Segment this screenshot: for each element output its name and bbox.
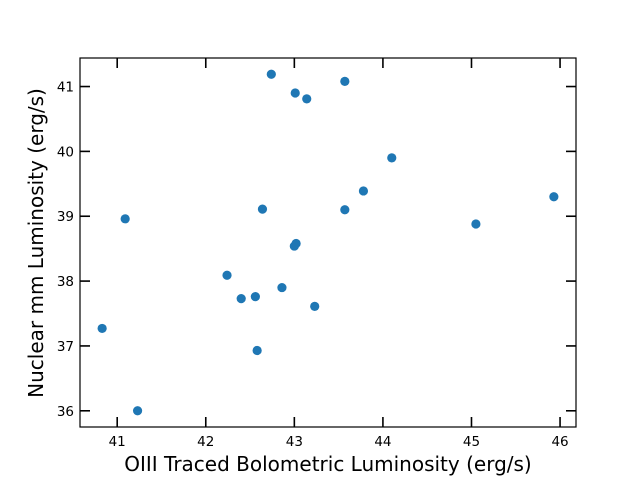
scatter-point [358,186,369,196]
scatter-point [291,238,301,249]
y-tick-label: 40 [57,144,74,160]
plot-area [79,57,577,428]
scatter-point [132,406,143,416]
scatter-point [257,204,268,214]
x-tick-label: 45 [463,434,480,450]
data-points [97,69,559,416]
scatter-point [277,282,287,293]
y-axis-label: Nuclear mm Luminosity (erg/s) [24,88,48,398]
scatter-point [236,293,246,304]
x-axis-label: OIII Traced Bolometric Luminosity (erg/s… [124,452,531,476]
scatter-point [549,192,559,202]
y-tick-label: 38 [57,274,74,290]
scatter-point [250,292,260,302]
scatter-point [97,323,107,334]
scatter-point [471,219,481,229]
scatter-point [266,69,276,79]
x-tick-label: 43 [286,434,303,450]
scatter-point [340,76,350,86]
y-tick-label: 36 [57,404,74,420]
scatter-point [310,301,320,311]
x-tick-label: 44 [374,434,391,450]
scatter-point [120,214,130,224]
scatter-point [252,345,262,356]
scatter-point [290,88,300,98]
x-tick-label: 46 [551,434,568,450]
scatter-point [222,270,232,280]
y-tick-label: 37 [57,339,74,355]
axis-ticks: 41 42 43 44 45 46 36 37 38 39 40 41 [57,58,576,450]
scatter-point [302,94,312,104]
y-tick-label: 41 [57,80,74,96]
x-tick-label: 41 [109,434,126,450]
scatter-point [340,205,350,215]
y-tick-label: 39 [57,209,74,225]
scatter-point [387,153,397,163]
x-tick-label: 42 [197,434,214,450]
